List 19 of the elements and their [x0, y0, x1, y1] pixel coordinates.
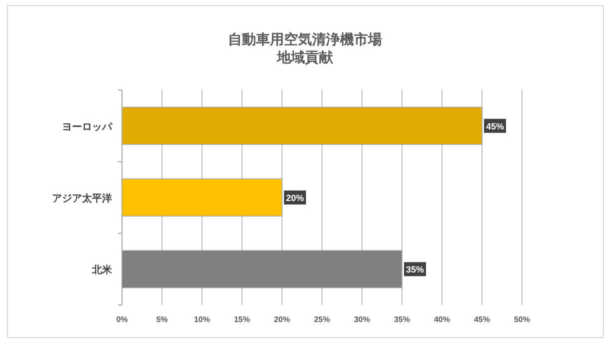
x-tick-label: 20% [274, 315, 290, 324]
y-tick-label: ヨーロッパ [62, 122, 113, 133]
data-label: 20% [286, 193, 304, 203]
x-tick-label: 35% [394, 315, 410, 324]
title: 自動車用空気清浄機市場 [228, 31, 382, 47]
x-tick-label: 5% [156, 315, 168, 324]
y-tick-label: アジア太平洋 [52, 192, 112, 204]
x-tick-label: 10% [194, 315, 210, 324]
chart-subtitle: 地域貢献 [276, 49, 334, 65]
x-tick-label: 45% [474, 315, 490, 324]
x-tick-label: 40% [434, 315, 450, 324]
x-tick-label: 30% [354, 315, 370, 324]
data-label: 45% [486, 121, 504, 132]
x-tick-label: 0% [116, 315, 128, 324]
y-tick-label: 北米 [91, 264, 113, 276]
x-tick-label: 15% [234, 315, 250, 324]
x-tick-label: 25% [314, 315, 330, 324]
x-tick-label: 50% [514, 315, 530, 324]
data-label: 35% [406, 264, 424, 275]
